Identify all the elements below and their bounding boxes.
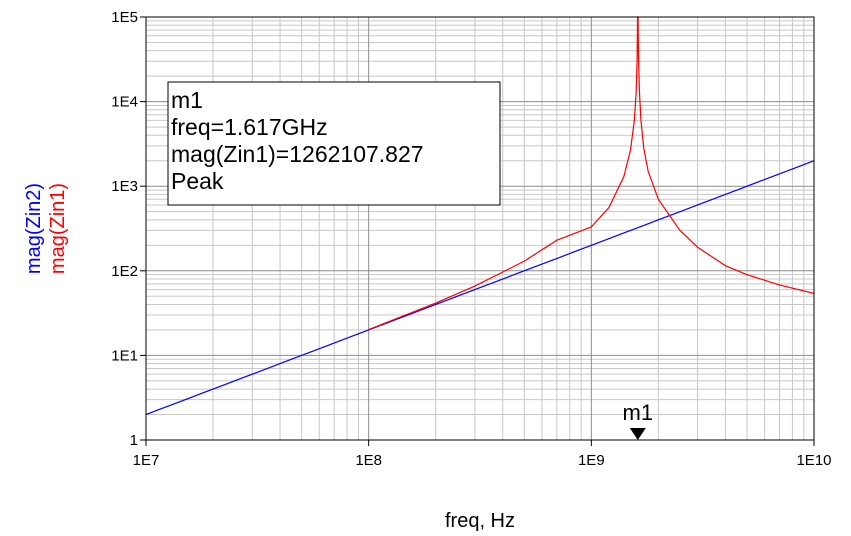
marker-readout-freq: freq=1.617GHz (171, 114, 328, 140)
marker-readout-frame (167, 81, 501, 206)
y-tick-label: 1E3 (111, 178, 138, 195)
y-tick-label: 1 (130, 432, 138, 449)
x-axis-label: freq, Hz (445, 510, 515, 532)
plot-frame (145, 16, 815, 441)
y-axis-labels: mag(Zin2) mag(Zin1) (23, 183, 69, 274)
y-tick-label: 1E2 (111, 263, 138, 280)
marker-label: m1 (623, 400, 654, 425)
marker-readout-value: mag(Zin1)=1262107.827 (171, 141, 424, 167)
marker-readout-name: m1 (171, 87, 203, 113)
y-axis-label-zin2: mag(Zin2) (23, 183, 45, 274)
marker-triangle-icon[interactable] (629, 428, 646, 440)
x-tick-labels: 1E7 1E8 1E9 1E10 (133, 440, 832, 469)
marker-readout-box[interactable]: m1 freq=1.617GHz mag(Zin1)=1262107.827 P… (167, 81, 501, 206)
marker-m1[interactable]: m1 (623, 400, 654, 440)
y-tick-labels: 1 1E1 1E2 1E3 1E4 1E5 (111, 9, 146, 449)
y-tick-label: 1E1 (111, 347, 138, 364)
marker-readout-type: Peak (171, 168, 224, 194)
x-tick-label: 1E9 (578, 452, 605, 469)
y-tick-label: 1E4 (111, 94, 138, 111)
y-tick-label: 1E5 (111, 9, 138, 26)
y-axis-label-zin1: mag(Zin1) (47, 183, 69, 274)
x-tick-label: 1E8 (355, 452, 382, 469)
x-tick-label: 1E7 (133, 452, 160, 469)
series-line-zin2 (145, 160, 815, 416)
x-tick-label: 1E10 (796, 452, 831, 469)
